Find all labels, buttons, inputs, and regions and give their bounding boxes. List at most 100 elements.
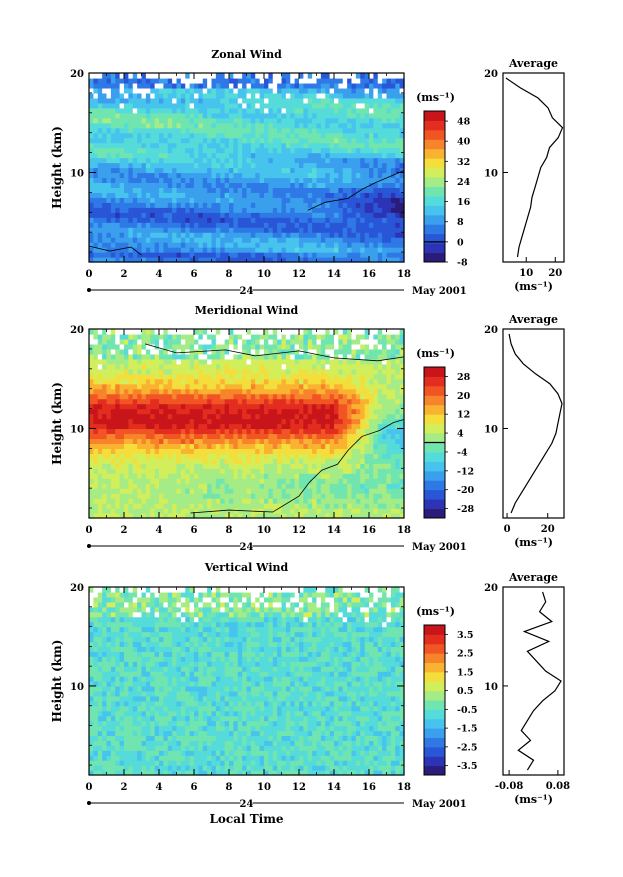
meridional-cell — [225, 404, 230, 410]
zonal-cell — [93, 128, 98, 134]
meridional-cell — [238, 394, 243, 400]
zonal-cell — [312, 232, 317, 238]
zonal-cell — [378, 207, 383, 213]
zonal-cell — [295, 182, 300, 188]
meridional-cell — [299, 463, 304, 469]
zonal-cell — [325, 168, 330, 174]
meridional-cell — [260, 428, 265, 434]
zonal-cell — [369, 148, 374, 154]
zonal-cell — [264, 158, 269, 164]
zonal-cell — [242, 207, 247, 213]
zonal-cell — [268, 98, 273, 104]
zonal-cell — [260, 182, 265, 188]
meridional-cell — [352, 508, 357, 514]
zonal-cell — [325, 93, 330, 99]
zonal-cell — [98, 197, 103, 203]
zonal-cell — [356, 143, 361, 149]
zonal-cell — [225, 237, 230, 243]
meridional-cell — [303, 493, 308, 499]
meridional-cell — [312, 379, 317, 385]
zonal-cell — [163, 242, 168, 248]
meridional-cell — [115, 468, 120, 474]
zonal-cell — [137, 138, 142, 144]
zonal-colorbar-tick-label: 8 — [457, 217, 464, 228]
meridional-cell — [282, 374, 287, 380]
zonal-cell — [155, 128, 160, 134]
zonal-cell — [303, 98, 308, 104]
meridional-cell — [190, 443, 195, 449]
zonal-cell — [334, 222, 339, 228]
meridional-cell — [137, 453, 142, 459]
zonal-cell — [303, 113, 308, 119]
zonal-cell — [98, 222, 103, 228]
meridional-cell — [177, 443, 182, 449]
zonal-cell — [308, 247, 313, 253]
meridional-cell — [111, 428, 116, 434]
meridional-cell — [352, 409, 357, 415]
zonal-cell — [347, 113, 352, 119]
zonal-cell — [155, 108, 160, 114]
meridional-cell — [251, 458, 256, 464]
zonal-cell — [177, 163, 182, 169]
zonal-cell — [369, 98, 374, 104]
meridional-cell — [338, 498, 343, 504]
meridional-cell — [207, 428, 212, 434]
meridional-cell — [325, 433, 330, 439]
zonal-cell — [260, 163, 265, 169]
zonal-cell — [277, 113, 282, 119]
zonal-cell — [365, 242, 370, 248]
zonal-cell — [282, 113, 287, 119]
zonal-cell — [172, 108, 177, 114]
zonal-cell — [198, 93, 203, 99]
meridional-cell — [321, 458, 326, 464]
zonal-cell — [352, 98, 357, 104]
zonal-cell — [190, 168, 195, 174]
zonal-cell — [330, 222, 335, 228]
zonal-cell — [128, 153, 133, 159]
zonal-cell — [150, 128, 155, 134]
zonal-cell — [233, 172, 238, 178]
meridional-cell — [111, 389, 116, 395]
zonal-cell — [387, 128, 392, 134]
meridional-cell — [395, 453, 400, 459]
zonal-cell — [290, 93, 295, 99]
meridional-cell — [369, 404, 374, 410]
zonal-cell — [216, 103, 221, 109]
meridional-cell — [356, 503, 361, 509]
zonal-cell — [321, 163, 326, 169]
zonal-cell — [142, 78, 147, 84]
meridional-cell — [146, 394, 151, 400]
zonal-cell — [168, 73, 173, 79]
zonal-cell — [203, 88, 208, 94]
zonal-cell — [229, 163, 234, 169]
meridional-cell — [181, 448, 186, 454]
meridional-cell — [159, 443, 164, 449]
meridional-cell — [212, 428, 217, 434]
meridional-cell — [382, 498, 387, 504]
zonal-cell — [273, 202, 278, 208]
meridional-cell — [207, 483, 212, 489]
zonal-cell — [172, 88, 177, 94]
zonal-cell — [207, 242, 212, 248]
zonal-cell — [360, 222, 365, 228]
meridional-cell — [133, 508, 138, 514]
zonal-cell — [102, 242, 107, 248]
meridional-cell — [395, 468, 400, 474]
meridional-cell — [220, 389, 225, 395]
zonal-cell — [146, 73, 151, 79]
meridional-cell — [286, 473, 291, 479]
zonal-cell — [334, 78, 339, 84]
zonal-cell — [308, 138, 313, 144]
meridional-cell — [277, 404, 282, 410]
zonal-cell — [120, 138, 125, 144]
meridional-cell — [360, 419, 365, 425]
meridional-cell — [225, 433, 230, 439]
zonal-cell — [163, 143, 168, 149]
meridional-cell — [247, 389, 252, 395]
meridional-cell — [352, 419, 357, 425]
zonal-cell — [334, 242, 339, 248]
zonal-average-title: Average — [508, 57, 558, 70]
zonal-cell — [120, 168, 125, 174]
zonal-cell — [111, 237, 116, 243]
meridional-cell — [308, 453, 313, 459]
